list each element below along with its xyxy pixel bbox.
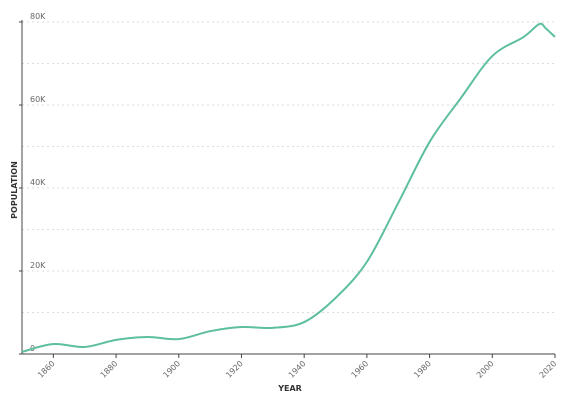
y-axis-label: POPULATION (10, 161, 19, 219)
y-tick-label: 60K (30, 95, 46, 104)
y-tick-label: 20K (30, 261, 46, 270)
x-tick-label: 1960 (350, 359, 371, 380)
y-tick-label: 80K (30, 12, 46, 21)
data-line (21, 22, 556, 353)
x-tick-label: 1980 (412, 359, 433, 380)
x-axis-label: YEAR (277, 384, 302, 393)
x-tick-label: 1940 (287, 359, 308, 380)
x-tick-label: 1860 (36, 359, 57, 380)
x-tick-label: 1920 (224, 359, 245, 380)
x-tick-label: 1900 (161, 359, 182, 380)
x-tick-label: 1880 (99, 359, 120, 380)
x-tick-label: 2020 (538, 359, 559, 380)
y-tick-label: 40K (30, 178, 46, 187)
x-tick-label: 2000 (475, 359, 496, 380)
